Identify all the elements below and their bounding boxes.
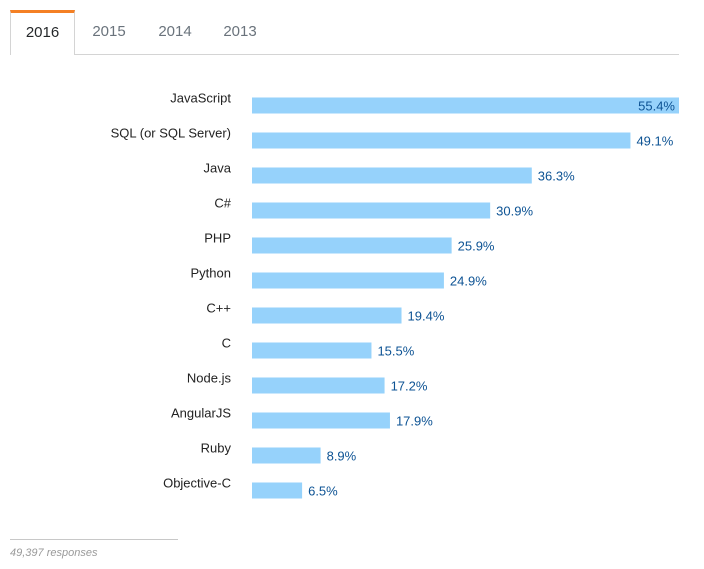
tab-2016[interactable]: 2016 [10,10,75,55]
category-label-c: C++ [206,301,231,316]
responses-count: 49,397 responses [10,547,98,559]
category-label-objective-c: Objective-C [163,476,231,491]
category-label-node-js: Node.js [187,371,232,386]
category-label-python: Python [191,266,231,281]
category-label-ruby: Ruby [201,441,232,456]
value-label-angularjs: 17.9% [396,414,433,429]
tab-2013[interactable]: 2013 [223,23,257,40]
tab-2015[interactable]: 2015 [92,23,126,40]
value-label-objective-c: 6.5% [308,484,338,499]
tab-2014[interactable]: 2014 [158,23,192,40]
value-label-python: 24.9% [450,274,487,289]
category-label-c: C# [214,196,231,211]
footer-divider [10,539,178,540]
bar-c [252,342,372,359]
value-label-c: 30.9% [496,204,533,219]
category-label-c: C [222,336,231,351]
bar-java [252,167,532,184]
value-label-c: 15.5% [377,344,414,359]
bar-ruby [252,447,321,464]
value-label-node-js: 17.2% [391,379,428,394]
bar-python [252,272,444,289]
value-label-java: 36.3% [538,169,575,184]
bar-php [252,237,452,254]
category-label-java: Java [204,161,232,176]
category-label-angularjs: AngularJS [171,406,231,421]
bar-sql-or-sql-server [252,132,631,149]
bar-node-js [252,377,385,394]
category-label-sql-or-sql-server: SQL (or SQL Server) [111,126,231,141]
bar-angularjs [252,412,390,429]
bar-c [252,307,402,324]
value-label-ruby: 8.9% [327,449,357,464]
bar-c [252,202,491,219]
bar-objective-c [252,482,303,499]
bar-javascript [252,97,679,114]
year-tabs: 2016 2015 2014 2013 [10,10,679,55]
value-label-sql-or-sql-server: 49.1% [636,134,673,149]
value-label-c: 19.4% [408,309,445,324]
category-label-php: PHP [204,231,231,246]
value-label-php: 25.9% [458,239,495,254]
value-label-javascript: 55.4% [638,99,675,114]
category-label-javascript: JavaScript [170,91,231,106]
